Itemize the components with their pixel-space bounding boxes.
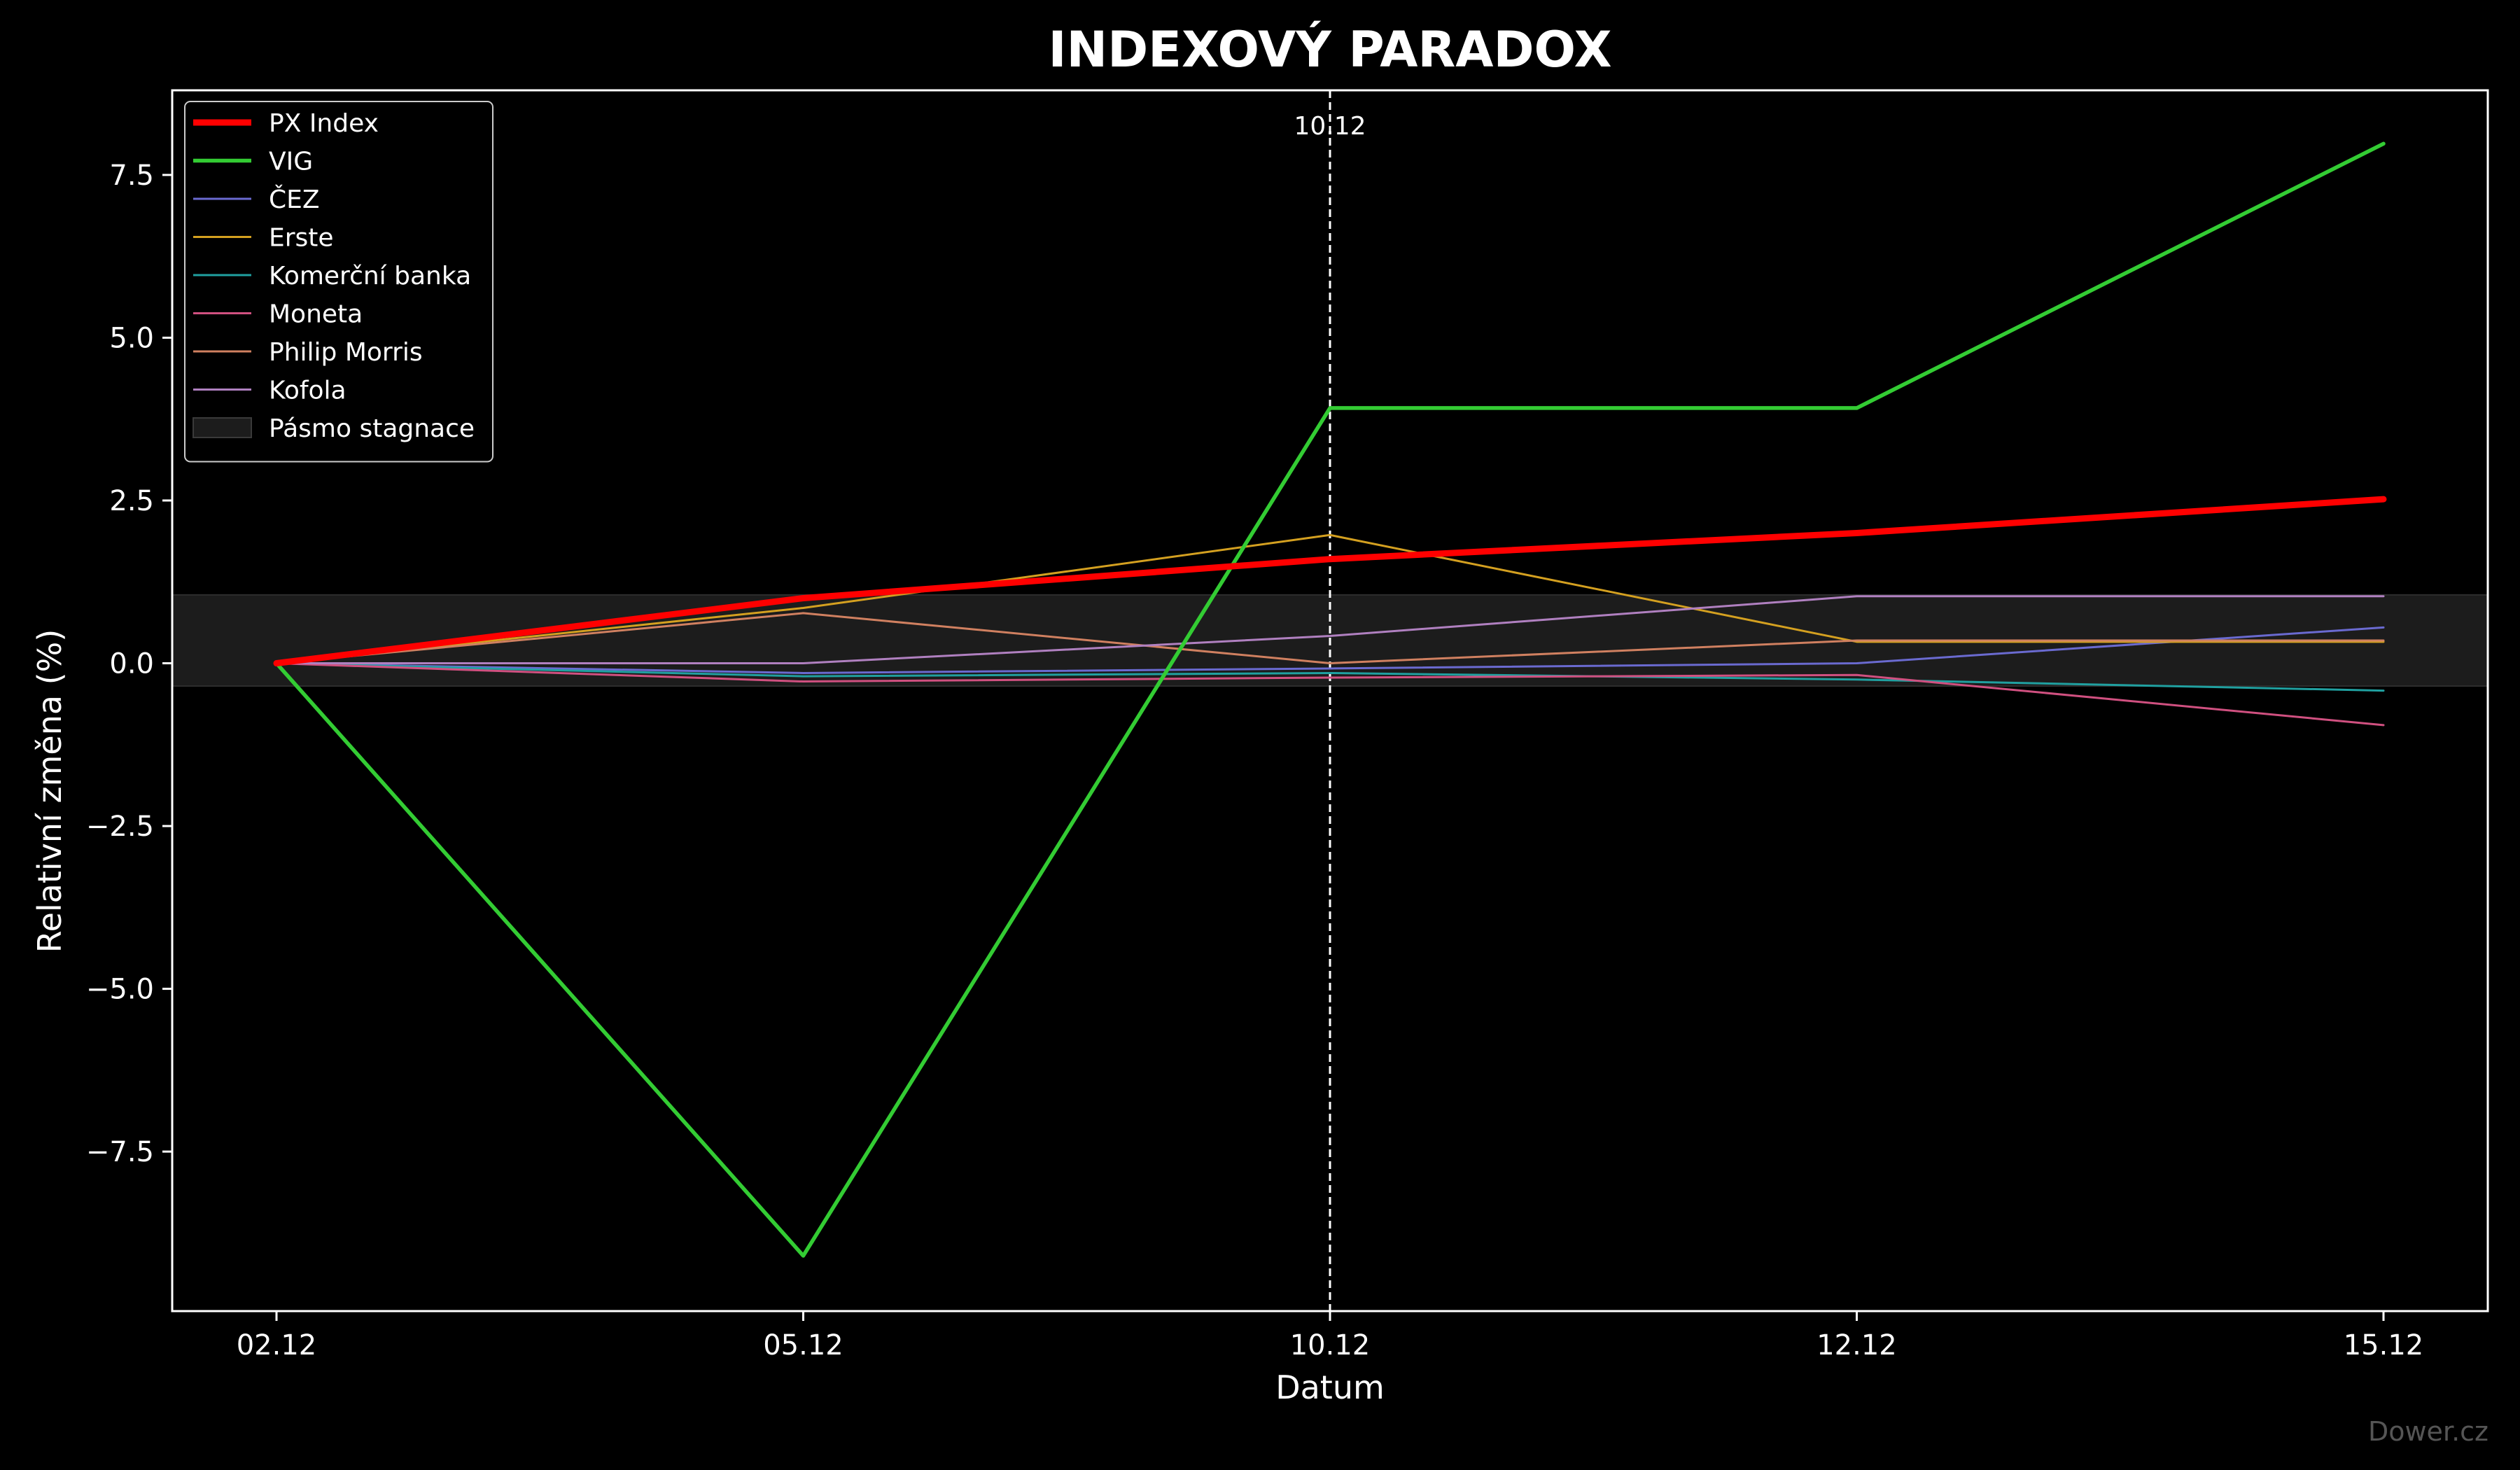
legend-swatch xyxy=(192,417,252,438)
legend-box xyxy=(184,101,493,463)
chart-title: INDEXOVÝ PARADOX xyxy=(1048,21,1611,78)
y-tick-label: 0.0 xyxy=(109,648,154,680)
series-line-vig xyxy=(274,141,2386,1258)
y-tick-label: 5.0 xyxy=(109,322,154,354)
y-tick-label: −2.5 xyxy=(86,811,154,843)
legend-label: Moneta xyxy=(269,300,363,329)
x-tick-label: 15.12 xyxy=(2344,1329,2424,1362)
legend-label: Erste xyxy=(269,224,334,253)
y-tick-label: −5.0 xyxy=(86,974,154,1006)
series-line-philip-morris xyxy=(275,612,2385,665)
series-line-px-index xyxy=(273,496,2387,667)
x-tick-label: 02.12 xyxy=(237,1329,317,1362)
legend-label: Kofola xyxy=(269,377,346,405)
x-tick-label: 12.12 xyxy=(1816,1329,1897,1362)
watermark: Dower.cz xyxy=(2368,1416,2488,1447)
legend-label: Pásmo stagnace xyxy=(269,414,475,443)
series-line-kofola xyxy=(275,595,2385,665)
series-line-komercni-banka xyxy=(275,662,2385,692)
legend: PX Index VIG ČEZ Erste Komerční banka Moneta P… xyxy=(184,101,493,463)
series-line-cez xyxy=(275,626,2385,674)
x-axis-label: Datum xyxy=(1275,1368,1385,1406)
series-line-moneta xyxy=(275,662,2385,727)
legend-label: ČEZ xyxy=(269,185,320,214)
legend-label: Komerční banka xyxy=(269,262,471,290)
y-axis-label: Relativní změna (%) xyxy=(31,629,69,953)
y-tick-label: 2.5 xyxy=(109,485,154,517)
series-line-erste xyxy=(275,533,2385,665)
legend-label: VIG xyxy=(269,148,313,176)
y-tick-label: −7.5 xyxy=(86,1136,154,1168)
event-marker-label: 10.12 xyxy=(1294,112,1366,141)
x-tick-label: 05.12 xyxy=(763,1329,844,1362)
legend-label: Philip Morris xyxy=(269,338,423,367)
plot-area: 10.12 02.12 05.12 10.12 12.12 15.12 −7.5 −5.0 −2… xyxy=(86,89,2489,1362)
y-tick-label: 7.5 xyxy=(109,160,154,192)
x-tick-label: 10.12 xyxy=(1290,1329,1371,1362)
legend-label: PX Index xyxy=(269,109,379,138)
